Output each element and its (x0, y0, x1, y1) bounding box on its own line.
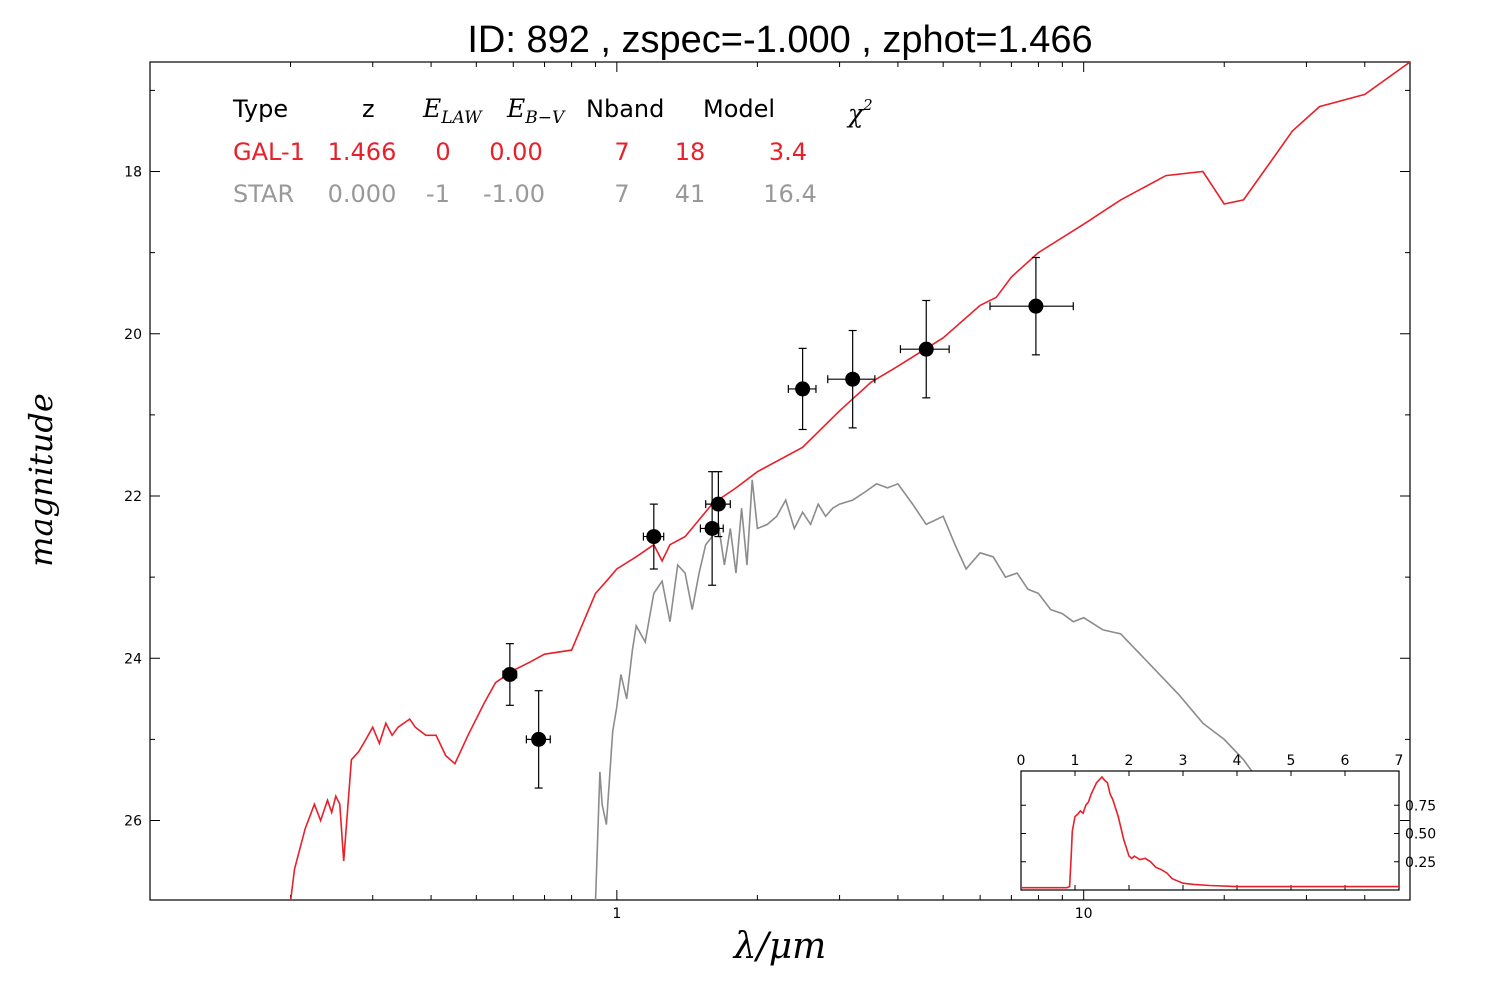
point-marker (918, 341, 934, 357)
data-point (787, 347, 817, 431)
y-axis-label: magnitude (22, 393, 60, 567)
star-model-line (594, 479, 1279, 900)
legend-cell-model: 18 (675, 138, 706, 166)
inset-pdf-chart: 0 1 2 3 4 5 6 7 0.25 0.50 0.75 (1017, 753, 1436, 891)
legend-row-name: STAR (233, 180, 294, 208)
x-axis-label: λ/μm (732, 926, 826, 967)
data-point (989, 256, 1074, 356)
legend-cell-ebv: 0.00 (489, 138, 542, 166)
photometry-points (502, 256, 1074, 789)
y-tick-label: 24 (124, 651, 142, 667)
plot-frame (149, 61, 1411, 901)
inset-pdf-line (1021, 775, 1399, 889)
y-tick-label: 18 (124, 165, 142, 181)
point-marker (531, 731, 547, 747)
legend-header-chi2: χ2 (846, 96, 873, 128)
point-marker (1028, 298, 1044, 314)
legend-row-name: GAL-1 (233, 138, 305, 166)
legend-cell-model: 41 (675, 180, 706, 208)
inset-x-tick-label: 7 (1395, 753, 1404, 769)
legend-cell-nband: 7 (614, 138, 629, 166)
legend-cell-nband: 7 (614, 180, 629, 208)
inset-x-tick-label: 0 (1017, 753, 1026, 769)
legend-header-model: Model (703, 95, 775, 123)
inset-y-tick-label: 0.75 (1405, 798, 1436, 814)
legend-cell-elaw: -1 (426, 180, 450, 208)
inset-y-tick-label: 0.25 (1405, 855, 1436, 871)
legend-header-elaw: ELAW (422, 94, 483, 128)
point-marker (845, 371, 861, 387)
inset-axes: 0 1 2 3 4 5 6 7 0.25 0.50 0.75 (1017, 753, 1436, 890)
point-marker (710, 496, 726, 512)
legend-cell-chi2: 3.4 (769, 138, 807, 166)
inset-x-tick-label: 3 (1179, 753, 1188, 769)
legend-cell-chi2: 16.4 (763, 180, 816, 208)
point-marker (646, 529, 662, 545)
inset-y-tick-label: 0.50 (1405, 827, 1436, 843)
legend-cell-z: 0.000 (328, 180, 397, 208)
legend-row-galaxy: GAL-1 1.466 0 0.00 7 18 3.4 (233, 138, 807, 166)
inset-x-tick-label: 5 (1287, 753, 1296, 769)
data-point (699, 471, 724, 586)
point-marker (704, 520, 720, 536)
chart-title: ID: 892 , zspec=-1.000 , zphot=1.466 (467, 19, 1092, 61)
data-point (705, 471, 731, 538)
galaxy-model-line (289, 62, 1410, 900)
y-tick-label: 20 (124, 327, 142, 343)
inset-x-tick-label: 4 (1233, 753, 1242, 769)
legend-table: Type z ELAW EB−V Nband Model χ2 GAL-1 1.… (232, 94, 873, 208)
data-point (899, 299, 950, 399)
y-tick-label: 22 (124, 489, 142, 505)
x-tick-label: 1 (612, 906, 621, 922)
legend-header-ebv: EB−V (506, 94, 566, 128)
point-marker (502, 666, 518, 682)
legend-cell-z: 1.466 (328, 138, 397, 166)
legend-header-type: Type (232, 95, 288, 123)
legend-cell-elaw: 0 (435, 138, 450, 166)
point-marker (795, 381, 811, 397)
data-point (827, 329, 876, 429)
inset-frame (1020, 770, 1400, 891)
inset-x-tick-label: 1 (1071, 753, 1080, 769)
inset-x-tick-label: 2 (1125, 753, 1134, 769)
data-point (642, 503, 665, 570)
inset-x-tick-label: 6 (1341, 753, 1350, 769)
x-axis: 1 10 (149, 62, 1411, 922)
x-tick-label: 10 (1075, 906, 1093, 922)
y-tick-label: 26 (124, 813, 142, 829)
data-point (502, 643, 518, 706)
legend-header-z: z (362, 95, 375, 123)
data-point (525, 690, 551, 789)
legend-cell-ebv: -1.00 (483, 180, 545, 208)
legend-header-nband: Nband (586, 95, 664, 123)
legend-row-star: STAR 0.000 -1 -1.00 7 41 16.4 (233, 180, 817, 208)
